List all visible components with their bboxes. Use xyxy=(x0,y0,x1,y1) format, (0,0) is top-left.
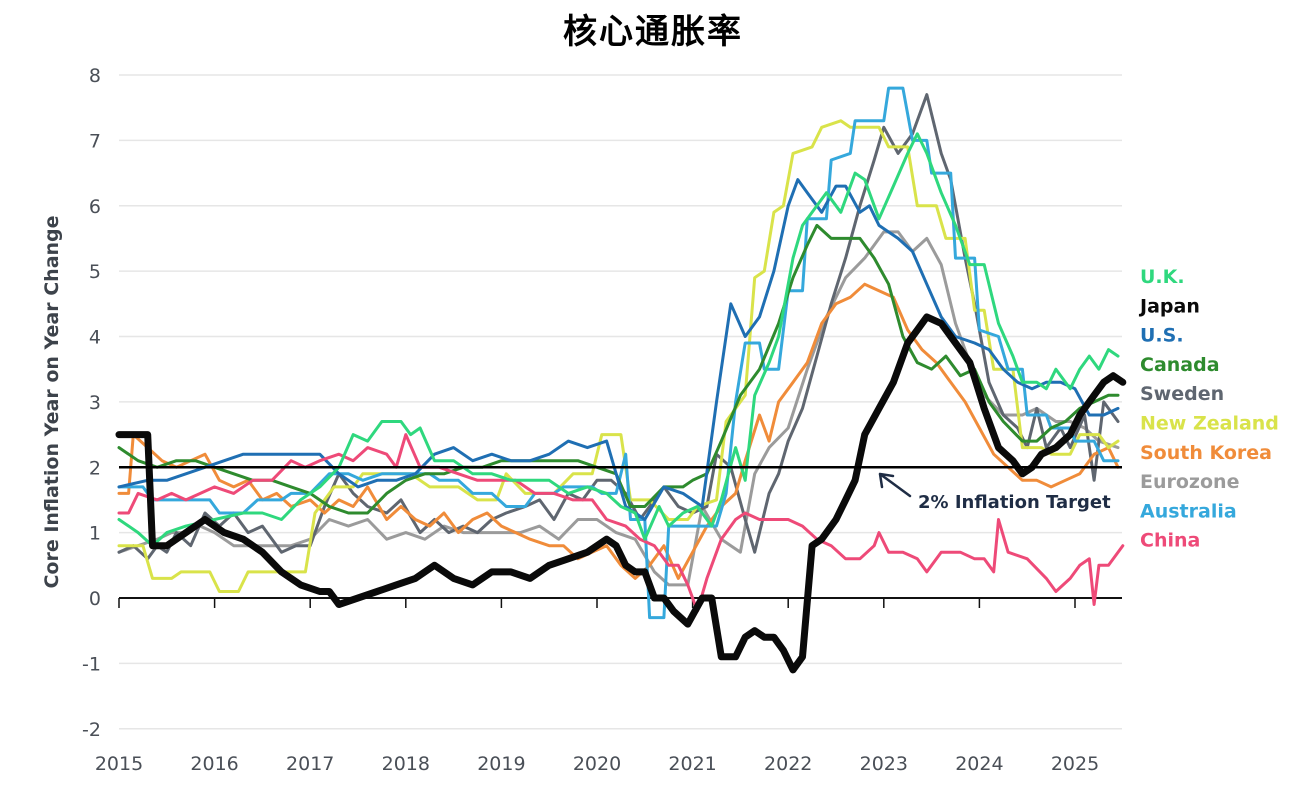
y-tick-label: 3 xyxy=(89,392,101,414)
gridlines xyxy=(119,74,1122,730)
x-tick-label: 2025 xyxy=(1051,753,1099,775)
y-tick-label: 4 xyxy=(89,327,101,349)
y-axis-label: Core Inflation Year on Year Change xyxy=(41,215,63,588)
y-tick-label: 5 xyxy=(89,261,101,283)
legend-item: New Zealand xyxy=(1140,413,1279,435)
y-tick-label: 0 xyxy=(89,588,101,610)
x-tick-label: 2020 xyxy=(573,753,621,775)
x-tick-label: 2018 xyxy=(382,753,430,775)
legend-item: Australia xyxy=(1140,500,1237,522)
x-tick-label: 2024 xyxy=(955,753,1003,775)
series-line-eurozone xyxy=(117,230,1120,587)
x-tick-label: 2017 xyxy=(286,753,334,775)
y-tick-label: 6 xyxy=(89,196,101,218)
legend-item: U.K. xyxy=(1140,266,1185,288)
legend-item: Japan xyxy=(1138,295,1200,317)
y-tick-label: -2 xyxy=(82,719,101,741)
target-annotation: 2% Inflation Target xyxy=(878,472,1111,513)
legend-item: Canada xyxy=(1140,354,1220,376)
chart-title: 核心通胀率 xyxy=(563,12,743,52)
x-tick-label: 2015 xyxy=(95,753,143,775)
y-tick-label: -1 xyxy=(82,653,101,675)
series-line-china xyxy=(117,433,1125,613)
y-tick-label: 1 xyxy=(89,523,101,545)
arrow-icon xyxy=(878,472,912,498)
series-line-japan xyxy=(115,313,1127,674)
legend: U.K. Japan U.S. Canada Sweden New Zealand Sout… xyxy=(1138,266,1279,552)
y-axis-ticks: -2 -1 0 1 2 3 4 5 6 7 8 xyxy=(82,65,101,741)
legend-item: Sweden xyxy=(1140,383,1224,405)
series-line-south-korea xyxy=(117,282,1120,580)
series-line-u-s xyxy=(117,178,1120,521)
legend-item: China xyxy=(1140,530,1200,552)
x-tick-label: 2022 xyxy=(764,753,812,775)
series-line-australia xyxy=(117,86,1120,620)
y-tick-label: 7 xyxy=(89,130,101,152)
target-annotation-label: 2% Inflation Target xyxy=(918,492,1111,513)
x-tick-label: 2019 xyxy=(477,753,525,775)
series-lines xyxy=(115,86,1127,674)
x-tick-label: 2021 xyxy=(668,753,716,775)
x-tick-label: 2023 xyxy=(860,753,908,775)
legend-item: U.S. xyxy=(1140,325,1184,347)
legend-item: Eurozone xyxy=(1140,471,1239,493)
y-tick-label: 2 xyxy=(89,457,101,479)
y-tick-label: 8 xyxy=(89,65,101,87)
series-line-u-k xyxy=(117,132,1120,548)
x-axis: 2015 2016 2017 2018 2019 2020 2021 2022 2023 2024… xyxy=(95,597,1122,775)
legend-item: South Korea xyxy=(1140,442,1272,464)
x-tick-label: 2016 xyxy=(190,753,238,775)
